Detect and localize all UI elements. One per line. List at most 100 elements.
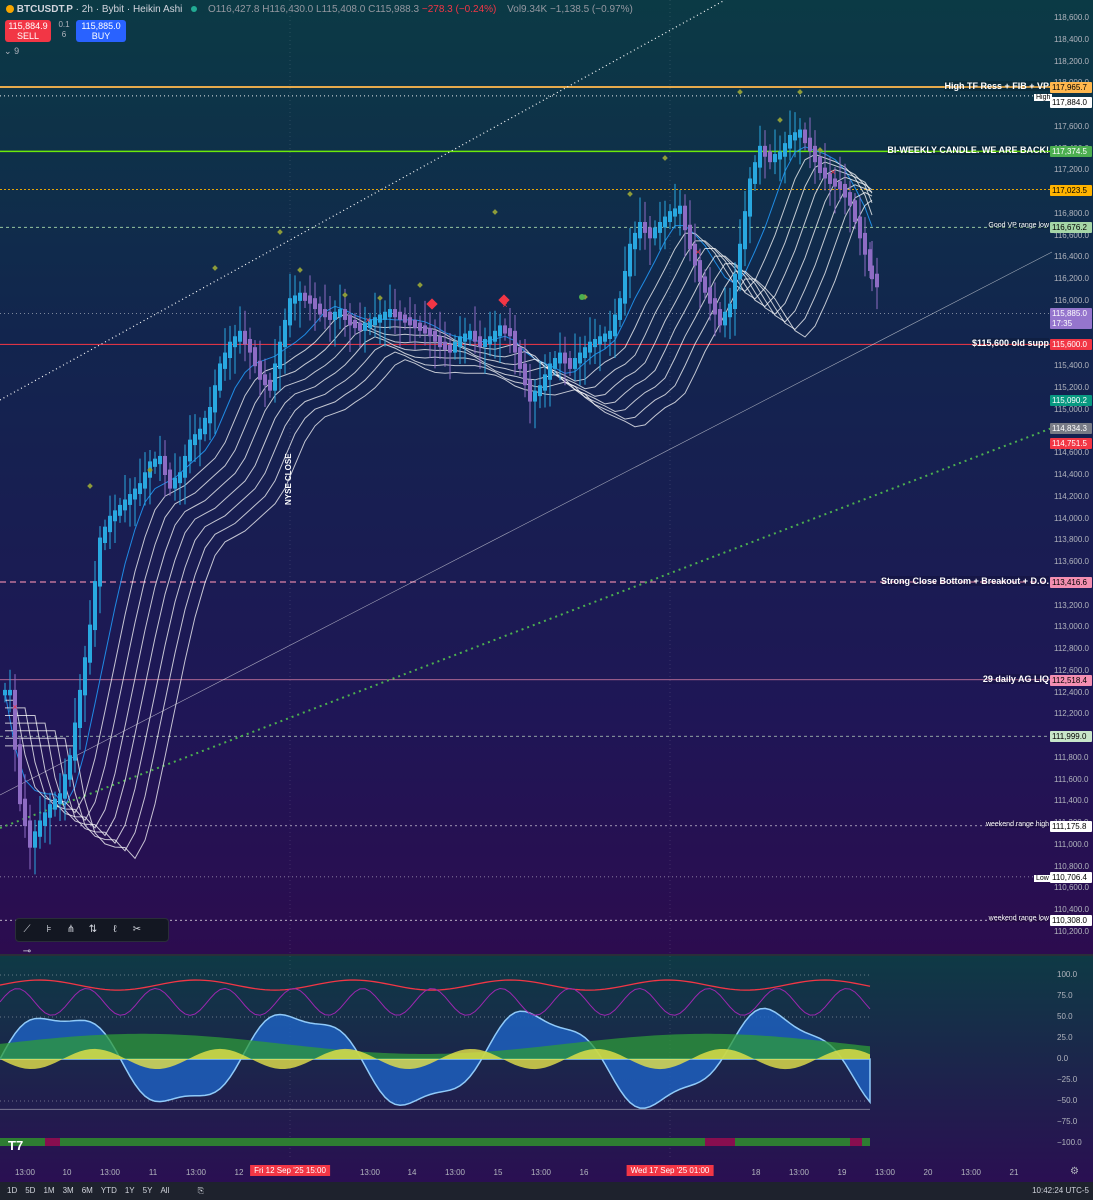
osc-axis-label: −75.0 xyxy=(1057,1117,1078,1126)
candle-body xyxy=(313,298,317,310)
text-icon[interactable]: ✂ xyxy=(132,924,142,935)
buy-button[interactable]: 115,885.0 BUY xyxy=(76,20,126,42)
level-annotation[interactable]: $115,600 old supp xyxy=(971,338,1049,349)
candle-body xyxy=(73,722,77,761)
sell-label: SELL xyxy=(16,31,40,41)
range-button[interactable]: YTD xyxy=(100,1186,117,1195)
sell-signal-diamond xyxy=(426,298,438,310)
level-annotation[interactable]: BI-WEEKLY CANDLE. WE ARE BACK! xyxy=(887,145,1049,156)
range-button[interactable]: 1Y xyxy=(124,1186,135,1195)
candle-body xyxy=(118,504,122,516)
candle-body xyxy=(163,455,167,475)
candle-body xyxy=(638,222,642,239)
price-tag: 117,374.5 xyxy=(1050,146,1092,158)
candle-body xyxy=(263,374,267,386)
signal-diamond xyxy=(627,191,633,197)
price-axis-label: 112,600.0 xyxy=(1054,665,1089,675)
pattern-icon[interactable]: ⋔ xyxy=(66,924,76,935)
price-axis-label: 112,800.0 xyxy=(1054,644,1089,654)
candle-body xyxy=(48,804,52,818)
price-axis-label: 115,200.0 xyxy=(1054,382,1089,392)
trendline-icon[interactable]: ⟋ xyxy=(23,924,31,935)
candle-body xyxy=(828,173,832,184)
chart-header[interactable]: BTCUSDT.P · 2h · Bybit · Heikin Ashi O11… xyxy=(6,4,633,15)
candle-body xyxy=(613,314,617,337)
indicators-toggle[interactable]: ⌄ 9 xyxy=(4,46,19,57)
candle-body xyxy=(758,145,762,168)
bottom-bar: 1D 5D 1M 3M 6M YTD 1Y 5Y All ⎘ 10:42:24 UTC-5 xyxy=(0,1182,1093,1200)
candle-body xyxy=(808,137,812,152)
level-annotation[interactable]: 29 daily AG LIQ xyxy=(982,673,1049,684)
fib-icon[interactable]: ⊧ xyxy=(46,924,52,935)
horizontal-line-icon[interactable]: ⊸ xyxy=(22,946,32,957)
osc-axis-label: 25.0 xyxy=(1057,1033,1073,1042)
time-axis-label: 13:00 xyxy=(185,1168,207,1177)
candle-body xyxy=(843,183,847,198)
candle-body xyxy=(123,499,127,511)
osc-axis-label: 100.0 xyxy=(1057,970,1078,979)
date-range-icon[interactable]: ⎘ xyxy=(197,1186,204,1195)
position-icon[interactable]: ⇅ xyxy=(88,924,98,935)
candle-body xyxy=(63,774,67,799)
candle-body xyxy=(43,812,47,826)
status-strip-red xyxy=(45,1138,60,1146)
candle-body xyxy=(623,270,627,304)
candle-body xyxy=(403,314,407,323)
price-tag: 116,676.2 xyxy=(1050,222,1092,234)
level-annotation[interactable]: Strong Close Bottom + Breakout + D.O. xyxy=(880,576,1049,586)
range-button[interactable]: 3M xyxy=(62,1186,74,1195)
ohlc-values: O116,427.8 H116,430.0 L115,408.0 C115,98… xyxy=(207,4,420,15)
symbol-name[interactable]: BTCUSDT.P xyxy=(16,4,73,15)
price-axis-label: 114,200.0 xyxy=(1054,491,1089,501)
range-button[interactable]: 5D xyxy=(25,1186,36,1195)
time-axis-label: 13:00 xyxy=(14,1168,36,1177)
candle-body xyxy=(223,352,227,369)
interval[interactable]: 2h xyxy=(81,4,93,15)
price-tag: 111,175.8 xyxy=(1050,820,1092,832)
price-axis-label: 116,600.0 xyxy=(1054,230,1089,240)
candle-body xyxy=(18,744,22,805)
time-axis-label: 18 xyxy=(751,1168,761,1177)
sell-button[interactable]: 115,884.9 SELL xyxy=(5,20,51,42)
range-button[interactable]: 1M xyxy=(43,1186,55,1195)
range-button[interactable]: All xyxy=(160,1186,170,1195)
price-tag: 117,965.7 xyxy=(1050,82,1092,94)
signal-markers: × × × × × xyxy=(12,89,836,712)
range-buttons: 1D 5D 1M 3M 6M YTD 1Y 5Y All xyxy=(7,1182,177,1200)
candle-body xyxy=(243,330,247,345)
high-label: High xyxy=(1034,94,1053,101)
price-tag: 114,751.5 xyxy=(1050,437,1092,449)
range-button[interactable]: 6M xyxy=(81,1186,93,1195)
candle-body xyxy=(418,322,422,331)
range-button[interactable]: 1D xyxy=(7,1186,18,1195)
candle-body xyxy=(103,526,107,544)
candle-body xyxy=(833,178,837,187)
range-button[interactable]: 5Y xyxy=(142,1186,153,1195)
candle-body xyxy=(538,385,542,397)
signal-diamond xyxy=(817,147,823,153)
level-annotation[interactable]: weekend range high xyxy=(985,820,1049,828)
candle-body xyxy=(603,333,607,342)
price-tag: 113,416.6 xyxy=(1050,577,1092,588)
candle-body xyxy=(458,336,462,348)
candle-body xyxy=(508,328,512,337)
live-dot-icon xyxy=(191,6,198,12)
price-axis-label: 116,800.0 xyxy=(1054,208,1089,218)
candle-body xyxy=(798,129,802,138)
candle-body xyxy=(813,145,817,163)
candle-body xyxy=(308,295,312,304)
level-annotation[interactable]: Good VP range low xyxy=(988,222,1049,230)
level-annotation[interactable]: weekend range low xyxy=(988,915,1049,923)
spread-top: 0.1 xyxy=(58,20,70,29)
candle-body xyxy=(203,417,207,435)
brush-icon[interactable]: ℓ xyxy=(113,924,117,935)
candle-body xyxy=(733,273,737,310)
level-annotation[interactable]: High TF Ress + FIB + VP xyxy=(944,81,1049,92)
candle-body xyxy=(98,537,102,587)
candle-body xyxy=(818,156,822,174)
candle-body xyxy=(548,363,552,380)
drawing-toolbar[interactable]: ⟋ ⊧ ⋔ ⇅ ℓ ✂ ⊸ xyxy=(15,918,169,957)
settings-gear-icon[interactable]: ⚙ xyxy=(1070,1166,1079,1177)
candle-body xyxy=(728,303,732,318)
